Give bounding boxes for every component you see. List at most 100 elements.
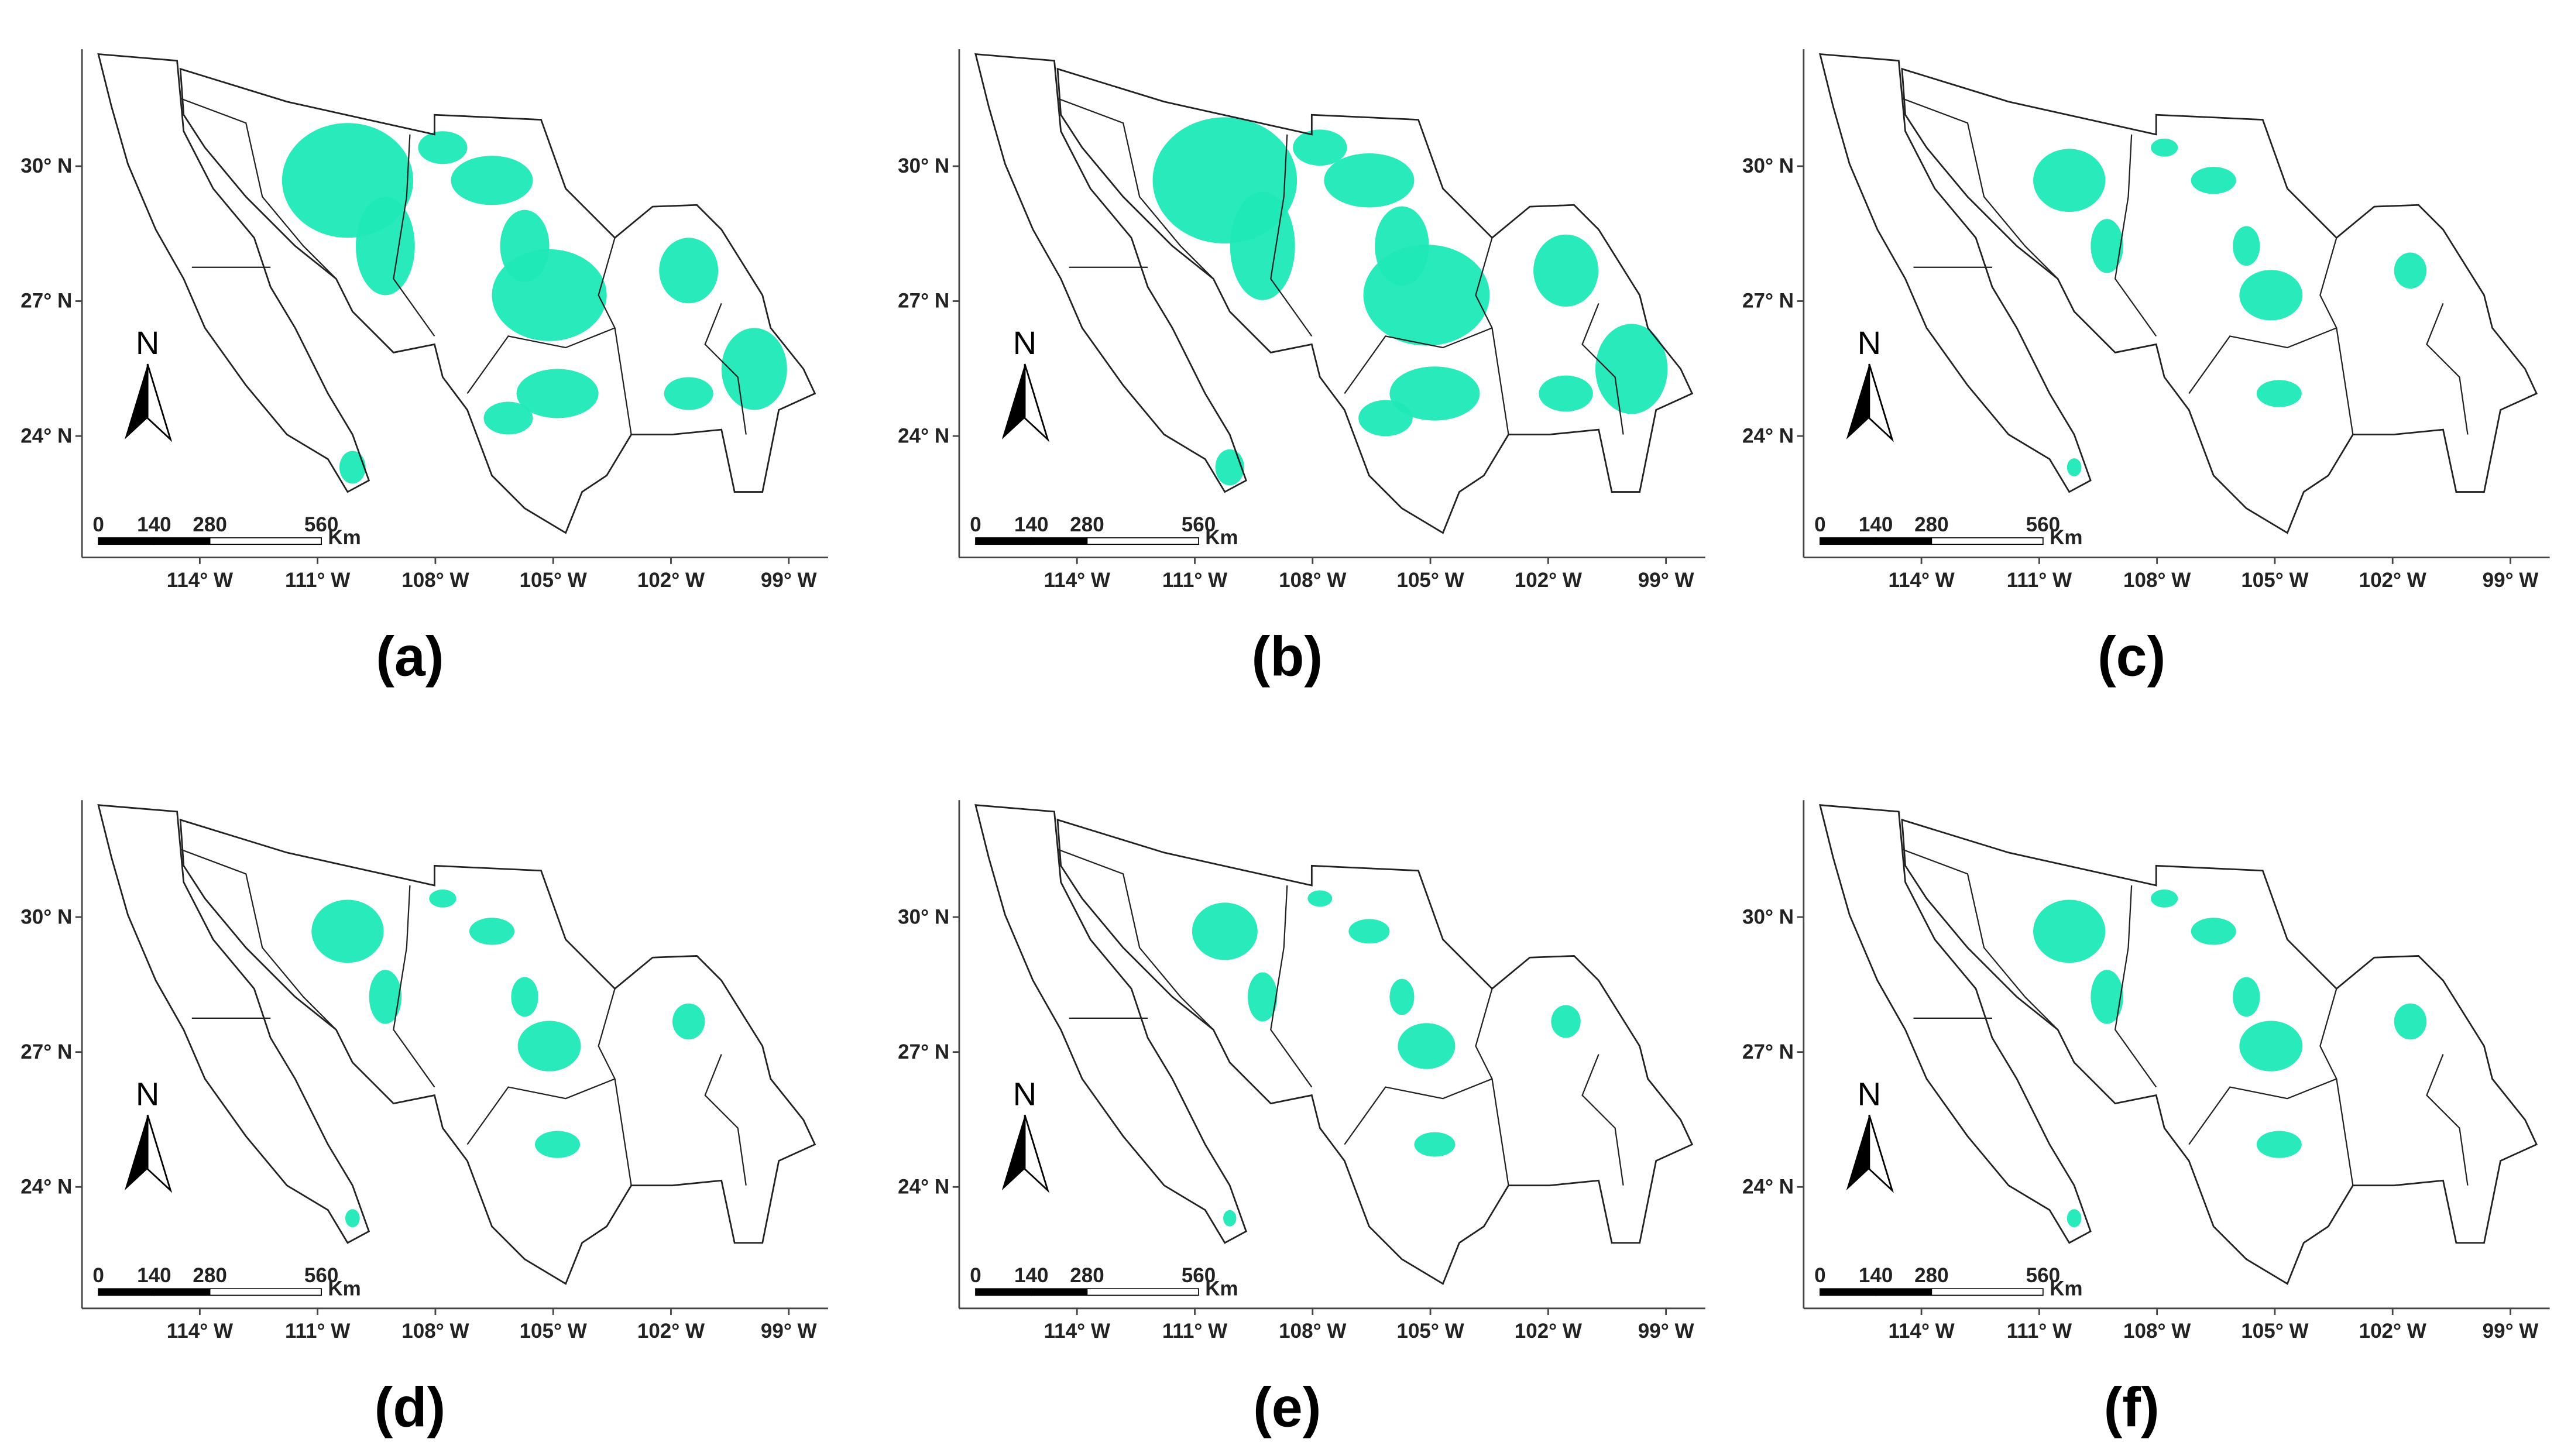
scale-label: 280 bbox=[1914, 513, 1948, 536]
scale-segment bbox=[1875, 537, 1932, 545]
suitable-area bbox=[2239, 1021, 2303, 1072]
panel-label: (b) bbox=[1251, 626, 1323, 688]
x-tick-label: 108° W bbox=[401, 569, 469, 592]
x-tick-label: 105° W bbox=[2241, 569, 2309, 592]
suitable-area bbox=[355, 197, 415, 296]
y-tick-label: 30° N bbox=[898, 905, 949, 928]
state-outline bbox=[1901, 67, 2538, 534]
state-border bbox=[1270, 885, 1313, 1088]
state-border bbox=[598, 988, 632, 1186]
suitable-area bbox=[517, 1021, 581, 1072]
state-border bbox=[2188, 1078, 2337, 1145]
suitable-area bbox=[2067, 1209, 2082, 1228]
state-border bbox=[1475, 237, 1509, 435]
y-tick-label: 27° N bbox=[20, 290, 72, 313]
suitable-area bbox=[1215, 449, 1244, 486]
suitable-area bbox=[1230, 191, 1295, 300]
y-tick-label: 24° N bbox=[898, 424, 949, 447]
scale-segment bbox=[1086, 537, 1199, 545]
scale-label: 560 bbox=[1182, 513, 1216, 536]
scale-label: 280 bbox=[1070, 513, 1104, 536]
scale-label: 560 bbox=[2026, 513, 2060, 536]
panel-label: (c) bbox=[2098, 626, 2165, 688]
scale-label: 140 bbox=[1859, 513, 1893, 536]
state-border bbox=[2114, 885, 2157, 1088]
state-outline bbox=[1819, 804, 2092, 1244]
suitable-area bbox=[672, 1003, 705, 1040]
state-border bbox=[180, 849, 337, 1031]
north-arrow bbox=[1024, 363, 1050, 442]
suitable-area bbox=[516, 369, 599, 418]
x-tick-label: 99° W bbox=[761, 1320, 818, 1342]
suitable-area bbox=[2033, 149, 2106, 212]
scale-unit: Km bbox=[1205, 526, 1238, 549]
scale-label: 560 bbox=[304, 513, 338, 536]
suitable-area bbox=[2091, 970, 2123, 1024]
y-tick-label: 27° N bbox=[1742, 290, 1794, 313]
suitable-area bbox=[2151, 889, 2178, 908]
x-tick-label: 111° W bbox=[2007, 1320, 2072, 1342]
north-label: N bbox=[1858, 324, 1881, 361]
scale-label: 560 bbox=[304, 1264, 338, 1287]
suitable-area bbox=[511, 977, 538, 1017]
suitable-area bbox=[1324, 153, 1415, 208]
north-arrow bbox=[1001, 1115, 1025, 1191]
suitable-area bbox=[311, 899, 384, 963]
scale-label: 140 bbox=[1014, 1264, 1048, 1287]
scale-segment bbox=[1931, 1288, 2044, 1296]
north-arrow bbox=[146, 363, 173, 442]
map-panel: 30° N 27° N 24° N 114° W 111° W 108° W 105° W 1… bbox=[898, 800, 1705, 1439]
suitable-area bbox=[2191, 918, 2236, 945]
scale-unit: Km bbox=[328, 526, 361, 549]
suitable-area bbox=[451, 156, 533, 205]
x-tick-label: 114° W bbox=[1888, 1320, 1955, 1342]
state-border bbox=[1581, 1054, 1624, 1186]
y-tick-label: 24° N bbox=[1742, 1175, 1794, 1198]
north-label: N bbox=[1013, 1075, 1036, 1112]
y-tick-label: 24° N bbox=[898, 1175, 949, 1198]
north-arrow bbox=[1024, 1114, 1050, 1193]
x-tick-label: 99° W bbox=[761, 569, 818, 592]
state-border bbox=[2114, 134, 2157, 337]
suitable-area bbox=[429, 889, 456, 908]
x-tick-label: 108° W bbox=[1279, 1320, 1347, 1342]
suitable-area bbox=[2239, 270, 2303, 321]
state-outline bbox=[974, 53, 1247, 493]
scale-unit: Km bbox=[1205, 1277, 1238, 1300]
y-tick-label: 27° N bbox=[1742, 1041, 1794, 1063]
state-border bbox=[466, 1078, 616, 1145]
x-tick-label: 111° W bbox=[285, 569, 351, 592]
scale-segment bbox=[975, 537, 1032, 545]
scale-label: 0 bbox=[1814, 1264, 1825, 1287]
x-tick-label: 111° W bbox=[1162, 569, 1228, 592]
x-tick-label: 105° W bbox=[520, 569, 588, 592]
state-outline bbox=[97, 804, 370, 1244]
suitable-area bbox=[500, 210, 550, 282]
state-outline bbox=[1056, 67, 1694, 534]
suitable-area bbox=[418, 131, 468, 164]
x-tick-label: 114° W bbox=[1044, 1320, 1111, 1342]
suitable-area bbox=[1293, 129, 1347, 166]
north-arrow bbox=[124, 1115, 148, 1191]
north-arrow bbox=[1001, 364, 1025, 439]
suitable-area bbox=[2256, 1131, 2302, 1158]
suitable-area bbox=[535, 1131, 581, 1158]
scale-label: 560 bbox=[2026, 1264, 2060, 1287]
state-border bbox=[2188, 327, 2337, 394]
x-tick-label: 114° W bbox=[167, 1320, 234, 1342]
state-border bbox=[1344, 1078, 1492, 1145]
map-panel: 30° N 27° N 24° N 114° W 111° W 108° W 105° W 1… bbox=[20, 800, 828, 1439]
scale-unit: Km bbox=[2050, 1277, 2082, 1300]
suitable-area bbox=[1307, 890, 1333, 907]
y-tick-label: 30° N bbox=[898, 154, 949, 177]
north-arrow bbox=[1846, 364, 1869, 439]
north-arrow bbox=[146, 1114, 173, 1193]
x-tick-label: 111° W bbox=[1162, 1320, 1228, 1342]
x-tick-label: 105° W bbox=[2241, 1320, 2309, 1342]
scale-unit: Km bbox=[2050, 526, 2082, 549]
panel-label: (a) bbox=[376, 626, 444, 688]
y-tick-label: 30° N bbox=[20, 905, 72, 928]
state-outline bbox=[974, 804, 1247, 1244]
suitable-area bbox=[721, 328, 787, 410]
